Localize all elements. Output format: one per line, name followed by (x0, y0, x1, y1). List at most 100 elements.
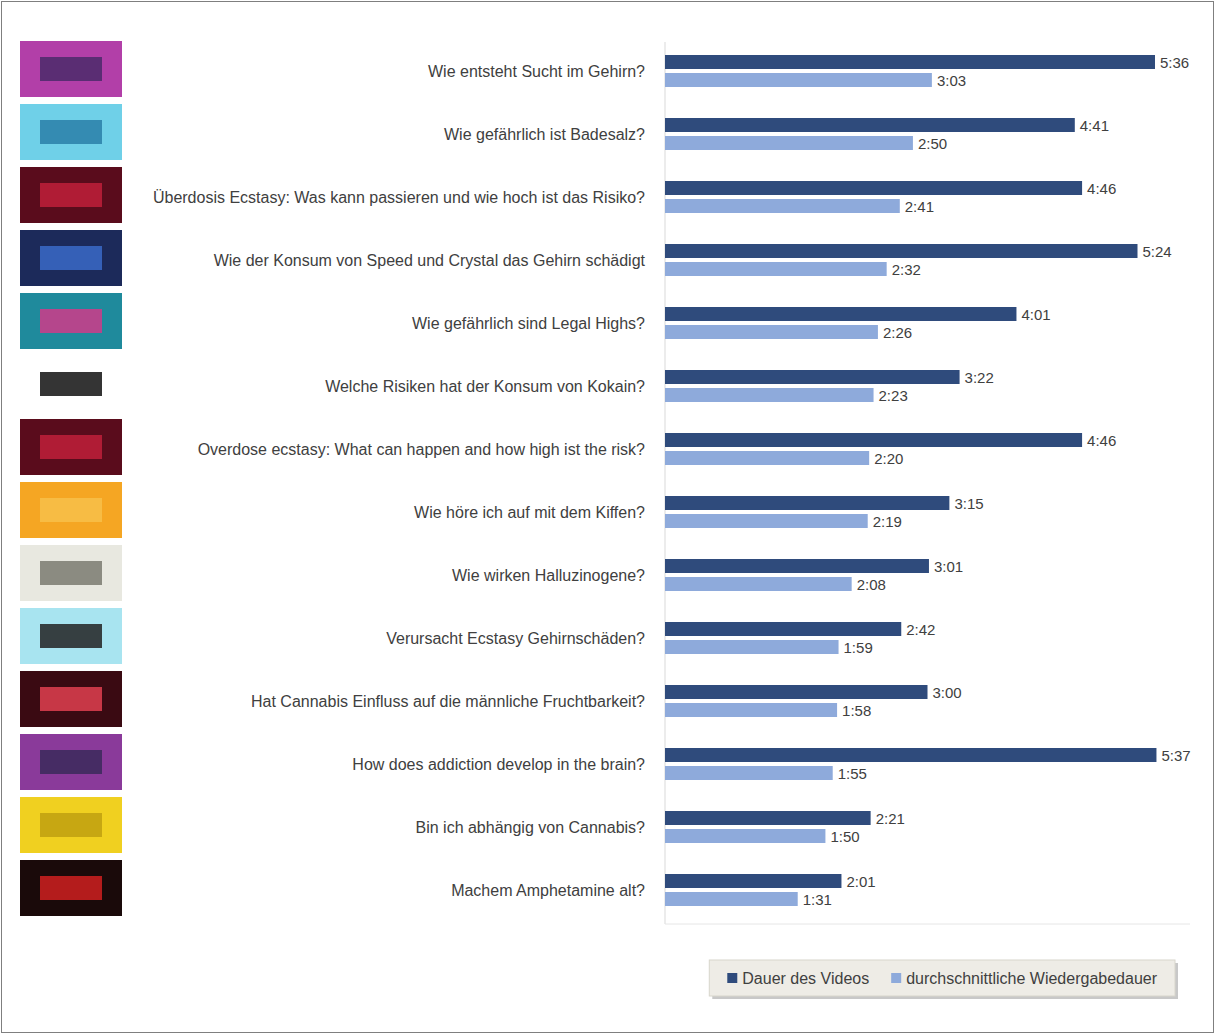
data-label: 1:55 (838, 765, 867, 782)
thumbnail (20, 608, 122, 664)
bar (665, 118, 1075, 132)
bar (665, 199, 900, 213)
data-label: 1:50 (830, 828, 859, 845)
data-label: 4:46 (1087, 432, 1116, 449)
category-label: Wie gefährlich sind Legal Highs? (412, 315, 645, 332)
chart-frame (2, 2, 1214, 1033)
category-label: Bin ich abhängig von Cannabis? (416, 819, 646, 836)
bar (665, 640, 839, 654)
thumbnail (20, 293, 122, 349)
bar (665, 622, 901, 636)
thumbnail (20, 482, 122, 538)
bar (665, 325, 878, 339)
chart: 5:36 3:03 4:41 2:50 4:46 2:41 5:24 2:32 4:01 2:26… (0, 0, 1215, 1034)
bar (665, 559, 929, 573)
category-label: Hat Cannabis Einfluss auf die männliche … (251, 693, 645, 710)
data-label: 2:41 (905, 198, 934, 215)
thumbnail-detail (40, 561, 102, 585)
data-label: 2:01 (846, 873, 875, 890)
data-label: 5:24 (1143, 243, 1172, 260)
data-label: 3:22 (965, 369, 994, 386)
data-label: 2:08 (857, 576, 886, 593)
thumbnail (20, 797, 122, 853)
thumbnail (20, 671, 122, 727)
legend: Dauer des Videos durchschnittliche Wieder… (709, 960, 1178, 999)
bar (665, 685, 928, 699)
data-label: 4:01 (1021, 306, 1050, 323)
thumbnail (20, 356, 122, 412)
data-label: 2:23 (879, 387, 908, 404)
bar (665, 262, 887, 276)
bar (665, 703, 837, 717)
data-label: 2:50 (918, 135, 947, 152)
data-label: 1:58 (842, 702, 871, 719)
bar (665, 766, 833, 780)
data-label: 4:41 (1080, 117, 1109, 134)
category-label: Wie wirken Halluzinogene? (452, 567, 645, 584)
bar (665, 181, 1082, 195)
data-labels: 5:36 3:03 4:41 2:50 4:46 2:41 5:24 2:32 4:01 2:26… (803, 54, 1191, 908)
thumbnail-detail (40, 57, 102, 81)
thumbnail (20, 41, 122, 97)
bar (665, 73, 932, 87)
category-label: Wie höre ich auf mit dem Kiffen? (414, 504, 645, 521)
category-label: Wie der Konsum von Speed und Crystal das… (214, 252, 646, 269)
thumbnail (20, 545, 122, 601)
thumbnail-detail (40, 309, 102, 333)
bar (665, 514, 868, 528)
thumbnail-detail (40, 813, 102, 837)
category-label: Machem Amphetamine alt? (451, 882, 645, 899)
thumbnail-detail (40, 246, 102, 270)
thumbnail-detail (40, 435, 102, 459)
category-label: Welche Risiken hat der Konsum von Kokain… (325, 378, 645, 395)
data-label: 1:59 (844, 639, 873, 656)
data-label: 5:36 (1160, 54, 1189, 71)
data-label: 2:21 (876, 810, 905, 827)
bar (665, 748, 1156, 762)
thumbnail-detail (40, 372, 102, 396)
data-label: 2:26 (883, 324, 912, 341)
thumbnail-detail (40, 624, 102, 648)
category-label: Overdose ecstasy: What can happen and ho… (198, 441, 645, 458)
data-label: 3:00 (933, 684, 962, 701)
legend-box (709, 960, 1175, 996)
thumbnail-detail (40, 750, 102, 774)
data-label: 3:03 (937, 72, 966, 89)
category-label: Wie entsteht Sucht im Gehirn? (428, 63, 645, 80)
value-axis-line (665, 924, 1190, 925)
legend-swatch (727, 973, 737, 983)
thumbnail (20, 104, 122, 160)
bar (665, 370, 960, 384)
data-label: 2:19 (873, 513, 902, 530)
data-label: 3:15 (954, 495, 983, 512)
thumbnail-detail (40, 498, 102, 522)
category-label: How does addiction develop in the brain? (352, 756, 645, 773)
legend-label: Dauer des Videos (742, 970, 869, 987)
bars (665, 55, 1156, 906)
thumbnail-detail (40, 183, 102, 207)
bar (665, 451, 869, 465)
thumbnail-detail (40, 120, 102, 144)
bar (665, 388, 874, 402)
bar (665, 577, 852, 591)
legend-label: durchschnittliche Wiedergabedauer (906, 970, 1157, 987)
bar (665, 829, 825, 843)
bar (665, 811, 871, 825)
thumbnail (20, 167, 122, 223)
thumbnail (20, 230, 122, 286)
bar (665, 496, 949, 510)
thumbnail-detail (40, 876, 102, 900)
thumbnail (20, 860, 122, 916)
data-label: 2:32 (892, 261, 921, 278)
data-label: 2:20 (874, 450, 903, 467)
data-label: 2:42 (906, 621, 935, 638)
legend-swatch (891, 973, 901, 983)
data-label: 1:31 (803, 891, 832, 908)
bar (665, 244, 1138, 258)
bar (665, 892, 798, 906)
category-label: Verursacht Ecstasy Gehirnschäden? (386, 630, 645, 647)
bar (665, 433, 1082, 447)
data-label: 3:01 (934, 558, 963, 575)
thumbnail (20, 419, 122, 475)
category-label: Wie gefährlich ist Badesalz? (444, 126, 645, 143)
